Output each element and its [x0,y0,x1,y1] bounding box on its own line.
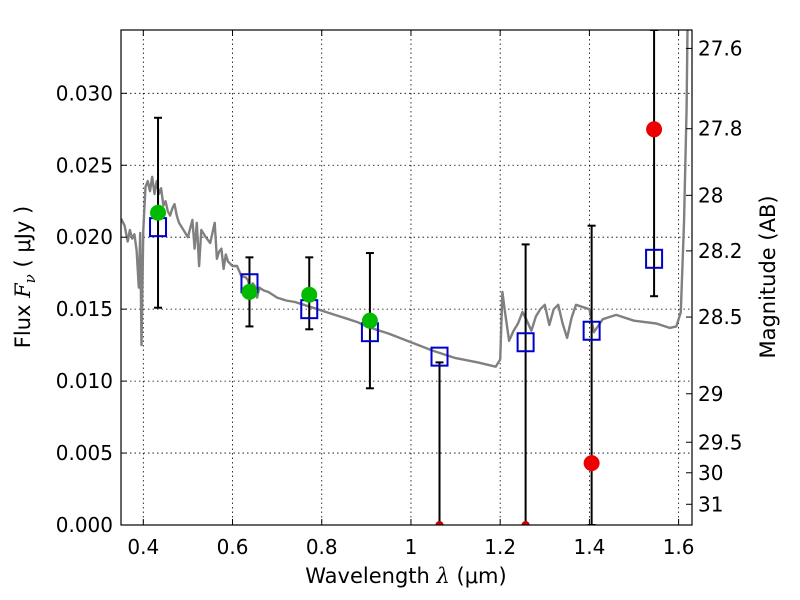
y2-axis-label: Magnitude (AB) [756,195,780,358]
y2-tick-label: 27.8 [698,117,743,141]
circle-marker [150,204,167,221]
y-tick-label: 0.025 [56,153,113,177]
y2-tick-label: 28.5 [698,305,743,329]
x-tick-label: 0.8 [306,535,338,559]
x-tick-label: 1.2 [484,535,516,559]
y-tick-label: 0.015 [56,297,113,321]
y-tick-label: 0.000 [56,513,113,537]
circle-marker [301,286,318,303]
y-tick-label: 0.010 [56,369,113,393]
circle-marker [361,312,378,329]
limit-marker [435,521,444,525]
y2-tick-label: 31 [698,492,723,516]
error-bar-layer [154,30,659,525]
y2-tick-label: 28 [698,183,723,207]
x-tick-label: 0.6 [217,535,249,559]
y2-tick-label: 27.6 [698,36,743,60]
square-marker [516,332,535,353]
square-marker-layer [149,217,664,367]
circle-marker [583,455,600,472]
y-tick-label: 0.005 [56,441,113,465]
x-axis-label: Wavelength λ (μm) [305,564,506,588]
limit-marker [521,521,530,525]
tick-labels: 0.4 0.6 0.8 1 1.2 1.4 1.6 0.000 0.005 0.010 0.015 0… [56,36,743,559]
model-spectrum-layer [121,30,689,368]
y-tick-label: 0.030 [56,81,113,105]
square-marker [645,248,664,269]
plot-frame [120,29,693,526]
circle-marker-layer [150,121,663,525]
x-tick-label: 1 [405,535,418,559]
x-tick-label: 0.4 [127,535,159,559]
x-tick-label: 1.4 [573,535,605,559]
x-tick-label: 1.6 [663,535,695,559]
y2-tick-label: 30 [698,461,723,485]
y2-tick-label: 28.2 [698,239,743,263]
square-marker [430,346,449,367]
ticks [121,30,692,526]
y-tick-label: 0.020 [56,225,113,249]
circle-marker [241,283,258,300]
model-spectrum-line [121,30,689,368]
y2-tick-label: 29.5 [698,430,743,454]
y-axis-label: Flux Fν ( μJy ) [11,206,39,348]
grid [121,30,692,526]
square-marker [582,320,601,341]
circle-marker [646,121,663,138]
y2-tick-label: 29 [698,382,723,406]
